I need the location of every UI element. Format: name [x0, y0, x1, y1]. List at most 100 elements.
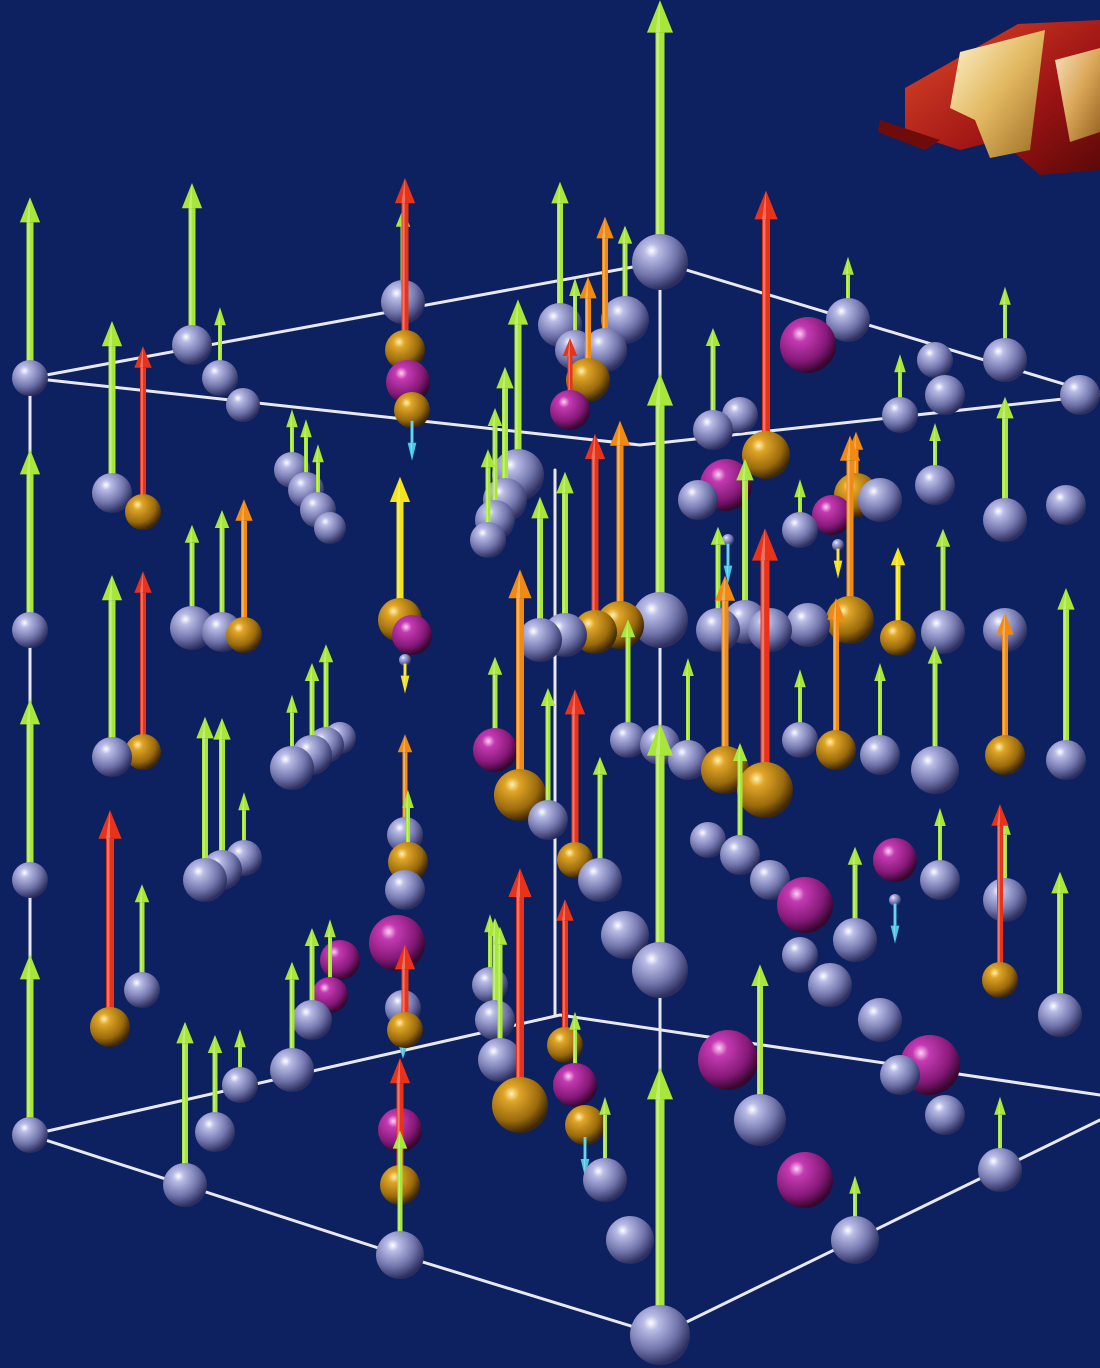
host-atom [1060, 375, 1100, 415]
spin-up-arrow [579, 276, 597, 367]
spin-up-arrow [1057, 588, 1075, 748]
spin-up-arrow [620, 619, 636, 730]
host-atom [1038, 993, 1082, 1037]
spin-down-arrow [723, 543, 733, 584]
dopant-atom-gold [90, 1007, 130, 1047]
host-atom [690, 822, 726, 858]
dopant-atom-gold [385, 330, 425, 370]
spin-up-arrow [751, 528, 779, 774]
dopant-atom-gold [880, 620, 916, 656]
host-atom [920, 860, 960, 900]
atom-layer [12, 0, 1100, 1365]
host-atom [750, 860, 790, 900]
spin-up-arrow [196, 716, 214, 867]
spin-up-arrow [134, 884, 150, 980]
dopant-atom-gold [125, 494, 161, 530]
spin-up-arrow [794, 669, 806, 730]
spin-up-arrow [98, 810, 122, 1015]
spin-up-arrow [300, 419, 312, 480]
dopant-atom-gold [737, 762, 793, 818]
spin-down-arrow [833, 548, 843, 579]
host-atom [12, 1117, 48, 1153]
spin-up-arrow [996, 396, 1014, 507]
host-atom [911, 746, 959, 794]
host-atom [195, 1112, 235, 1152]
dopant-atom-gold [816, 730, 856, 770]
spin-up-arrow [710, 526, 726, 617]
host-atom [833, 918, 877, 962]
host-atom [470, 522, 506, 558]
spin-down-arrow [400, 663, 410, 694]
host-atom [475, 1000, 515, 1040]
spin-up-arrow [394, 178, 416, 338]
host-atom [183, 858, 227, 902]
host-atom [12, 360, 48, 396]
dopant-atom-magenta [550, 390, 590, 430]
spin-up-arrow [214, 510, 230, 620]
host-atom [983, 498, 1027, 542]
spin-up-arrow [646, 723, 674, 954]
host-atom [748, 608, 792, 652]
spin-up-arrow [934, 808, 946, 868]
spin-up-arrow [996, 613, 1014, 743]
dopant-atom-magenta [812, 495, 852, 535]
host-atom [632, 234, 688, 290]
host-atom [222, 1067, 258, 1103]
host-atom [915, 465, 955, 505]
host-atom [925, 375, 965, 415]
spin-up-arrow [794, 479, 806, 520]
host-atom [782, 937, 818, 973]
spin-up-arrow [480, 449, 496, 530]
dopant-atom-gold [492, 1077, 548, 1133]
host-atom [270, 746, 314, 790]
host-atom [170, 606, 214, 650]
host-atom [720, 835, 760, 875]
host-atom [385, 870, 425, 910]
spin-up-arrow [508, 868, 532, 1089]
dopant-atom-magenta [698, 1030, 758, 1090]
spin-up-arrow [556, 899, 574, 1035]
dopant-atom-gold [742, 431, 790, 479]
dopant-atom-gold [125, 734, 161, 770]
dopant-atom-magenta [777, 1152, 833, 1208]
spin-up-arrow [324, 919, 336, 985]
spin-up-arrow [646, 373, 674, 604]
spin-up-arrow [894, 354, 906, 405]
spin-up-arrow [540, 688, 556, 808]
dopant-atom-gold [226, 617, 262, 653]
spin-up-arrow [1051, 871, 1069, 1002]
host-atom [889, 894, 901, 906]
dopant-atom-gold [387, 1012, 423, 1048]
spin-up-arrow [507, 299, 529, 460]
host-atom [921, 610, 965, 654]
frame-edge [658, 1118, 1100, 1337]
spin-up-arrow [134, 571, 152, 742]
host-atom [786, 603, 830, 647]
host-atom [693, 410, 733, 450]
host-atom [1046, 485, 1086, 525]
spin-up-arrow [19, 699, 41, 870]
host-atom [606, 1216, 654, 1264]
host-atom [722, 534, 734, 546]
host-atom [270, 1048, 314, 1092]
spin-up-arrow [508, 569, 532, 780]
spin-up-arrow [312, 444, 324, 500]
host-atom [12, 612, 48, 648]
host-atom [376, 1231, 424, 1279]
dopant-atom-magenta [320, 940, 360, 980]
spin-up-arrow [397, 734, 413, 825]
host-atom [983, 338, 1027, 382]
host-atom [472, 967, 508, 1003]
spin-up-arrow [101, 321, 123, 481]
spin-up-arrow [842, 256, 854, 307]
dopant-atom-gold [982, 962, 1018, 998]
host-atom [880, 1055, 920, 1095]
spin-up-arrow [487, 656, 503, 737]
spin-up-arrow [213, 718, 231, 858]
spin-up-arrow [646, 1067, 674, 1317]
spin-up-arrow [682, 658, 694, 748]
host-atom [978, 1148, 1022, 1192]
host-atom [808, 963, 852, 1007]
spin-up-arrow [564, 689, 586, 850]
host-atom [478, 1038, 522, 1082]
